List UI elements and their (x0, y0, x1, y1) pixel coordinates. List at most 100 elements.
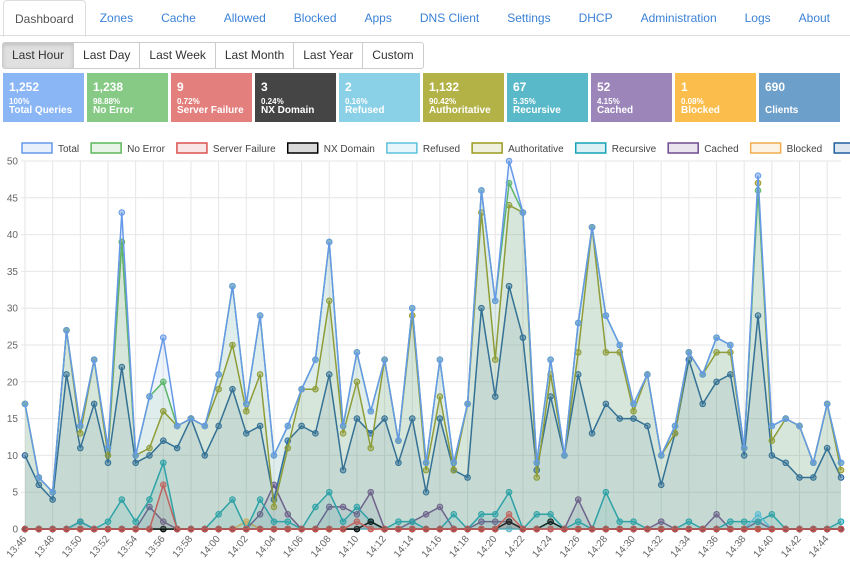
data-point (325, 525, 333, 533)
data-point (768, 452, 776, 459)
data-point (657, 525, 665, 533)
data-point (35, 525, 43, 533)
legend-swatch (176, 142, 208, 154)
data-point (491, 393, 499, 400)
data-point (353, 510, 361, 518)
x-tick-label: 14:10 (337, 534, 362, 561)
nav-tab[interactable]: Logs (744, 11, 771, 25)
data-point (754, 518, 762, 525)
nav-tab[interactable]: Apps (364, 11, 392, 25)
data-point (740, 444, 748, 452)
data-point (104, 459, 112, 467)
data-point (547, 356, 554, 364)
series-area (25, 286, 841, 529)
range-button[interactable]: Last Year (293, 42, 364, 69)
y-tick-label: 5 (12, 488, 18, 499)
data-point (132, 518, 139, 525)
legend-label: Recursive (612, 144, 657, 155)
data-point (754, 312, 762, 319)
x-tick-label: 14:22 (503, 534, 528, 561)
data-point (339, 503, 347, 511)
range-button[interactable]: Last Week (139, 42, 216, 69)
x-tick-label: 13:52 (88, 534, 113, 561)
data-point (450, 510, 458, 518)
data-point (685, 525, 693, 533)
nav-tab[interactable]: DNS Client (419, 11, 480, 25)
data-point (491, 297, 499, 305)
nav-tab[interactable]: DHCP (578, 11, 613, 25)
series-area (25, 183, 841, 529)
data-point (491, 510, 499, 518)
data-point (740, 525, 748, 533)
data-point (505, 488, 513, 496)
data-point (242, 400, 250, 408)
range-button[interactable]: Custom (362, 42, 424, 69)
stat-percent: 0.24% (261, 97, 284, 106)
nav-tab[interactable]: About (798, 11, 831, 25)
x-tick-label: 14:04 (254, 534, 279, 561)
nav-tab[interactable]: Blocked (293, 11, 337, 25)
data-point (464, 400, 471, 408)
data-point (505, 282, 513, 290)
data-point (436, 415, 444, 422)
data-point (823, 400, 831, 408)
nav-tab[interactable]: Dashboard (3, 0, 86, 37)
data-point (381, 415, 388, 422)
data-point (588, 525, 596, 533)
x-tick-label: 13:46 (5, 534, 30, 561)
data-point (533, 459, 541, 467)
x-tick-label: 14:26 (558, 534, 583, 561)
data-point (353, 378, 361, 386)
data-point (685, 518, 693, 525)
data-point (284, 422, 292, 430)
data-point (298, 422, 305, 430)
data-point (160, 525, 167, 533)
data-point (478, 525, 485, 533)
data-point (478, 510, 485, 518)
data-point (768, 525, 776, 533)
data-point (574, 518, 582, 525)
stat-box: 52 4.15% Cached (591, 73, 672, 122)
nav-tab[interactable]: Administration (640, 11, 717, 25)
stat-box: 3 0.24% NX Domain (255, 73, 336, 122)
data-point (395, 525, 402, 533)
range-button[interactable]: Last Day (73, 42, 141, 69)
legend-label: No Error (127, 144, 165, 155)
data-point (77, 430, 84, 437)
data-point (63, 371, 70, 378)
data-point (699, 371, 706, 378)
stat-value: 1,132 (429, 80, 460, 94)
stat-box: 1 0.08% Blocked (675, 73, 756, 122)
data-point (256, 510, 264, 518)
range-button[interactable]: Last Month (214, 42, 295, 69)
data-point (464, 474, 471, 481)
data-point (395, 459, 402, 467)
legend-label: Total (58, 144, 79, 155)
data-point (215, 385, 222, 393)
series-line (24, 160, 842, 494)
nav-tab[interactable]: Allowed (223, 11, 266, 25)
legend-swatch (574, 142, 607, 154)
y-tick-label: 45 (7, 193, 19, 204)
x-tick-label: 13:50 (60, 534, 85, 561)
nav-tab[interactable]: Settings (507, 11, 551, 25)
x-tick-label: 14:16 (420, 534, 445, 561)
data-point (146, 503, 153, 511)
data-point (519, 334, 527, 341)
stat-percent: 4.15% (597, 97, 620, 106)
data-point (146, 444, 153, 452)
data-point (754, 510, 762, 518)
nav-tab[interactable]: Zones (99, 11, 134, 25)
data-point (256, 525, 264, 533)
data-point (325, 371, 333, 378)
data-point (727, 525, 734, 533)
nav-tab[interactable]: Cache (161, 11, 196, 25)
x-tick-label: 14:00 (198, 534, 223, 561)
data-point (146, 393, 153, 400)
data-point (422, 488, 430, 496)
legend-swatch (833, 142, 850, 154)
legend-item: Cached (667, 142, 739, 155)
data-point (519, 209, 527, 216)
stat-value: 1,252 (9, 80, 40, 94)
range-button[interactable]: Last Hour (2, 42, 75, 69)
